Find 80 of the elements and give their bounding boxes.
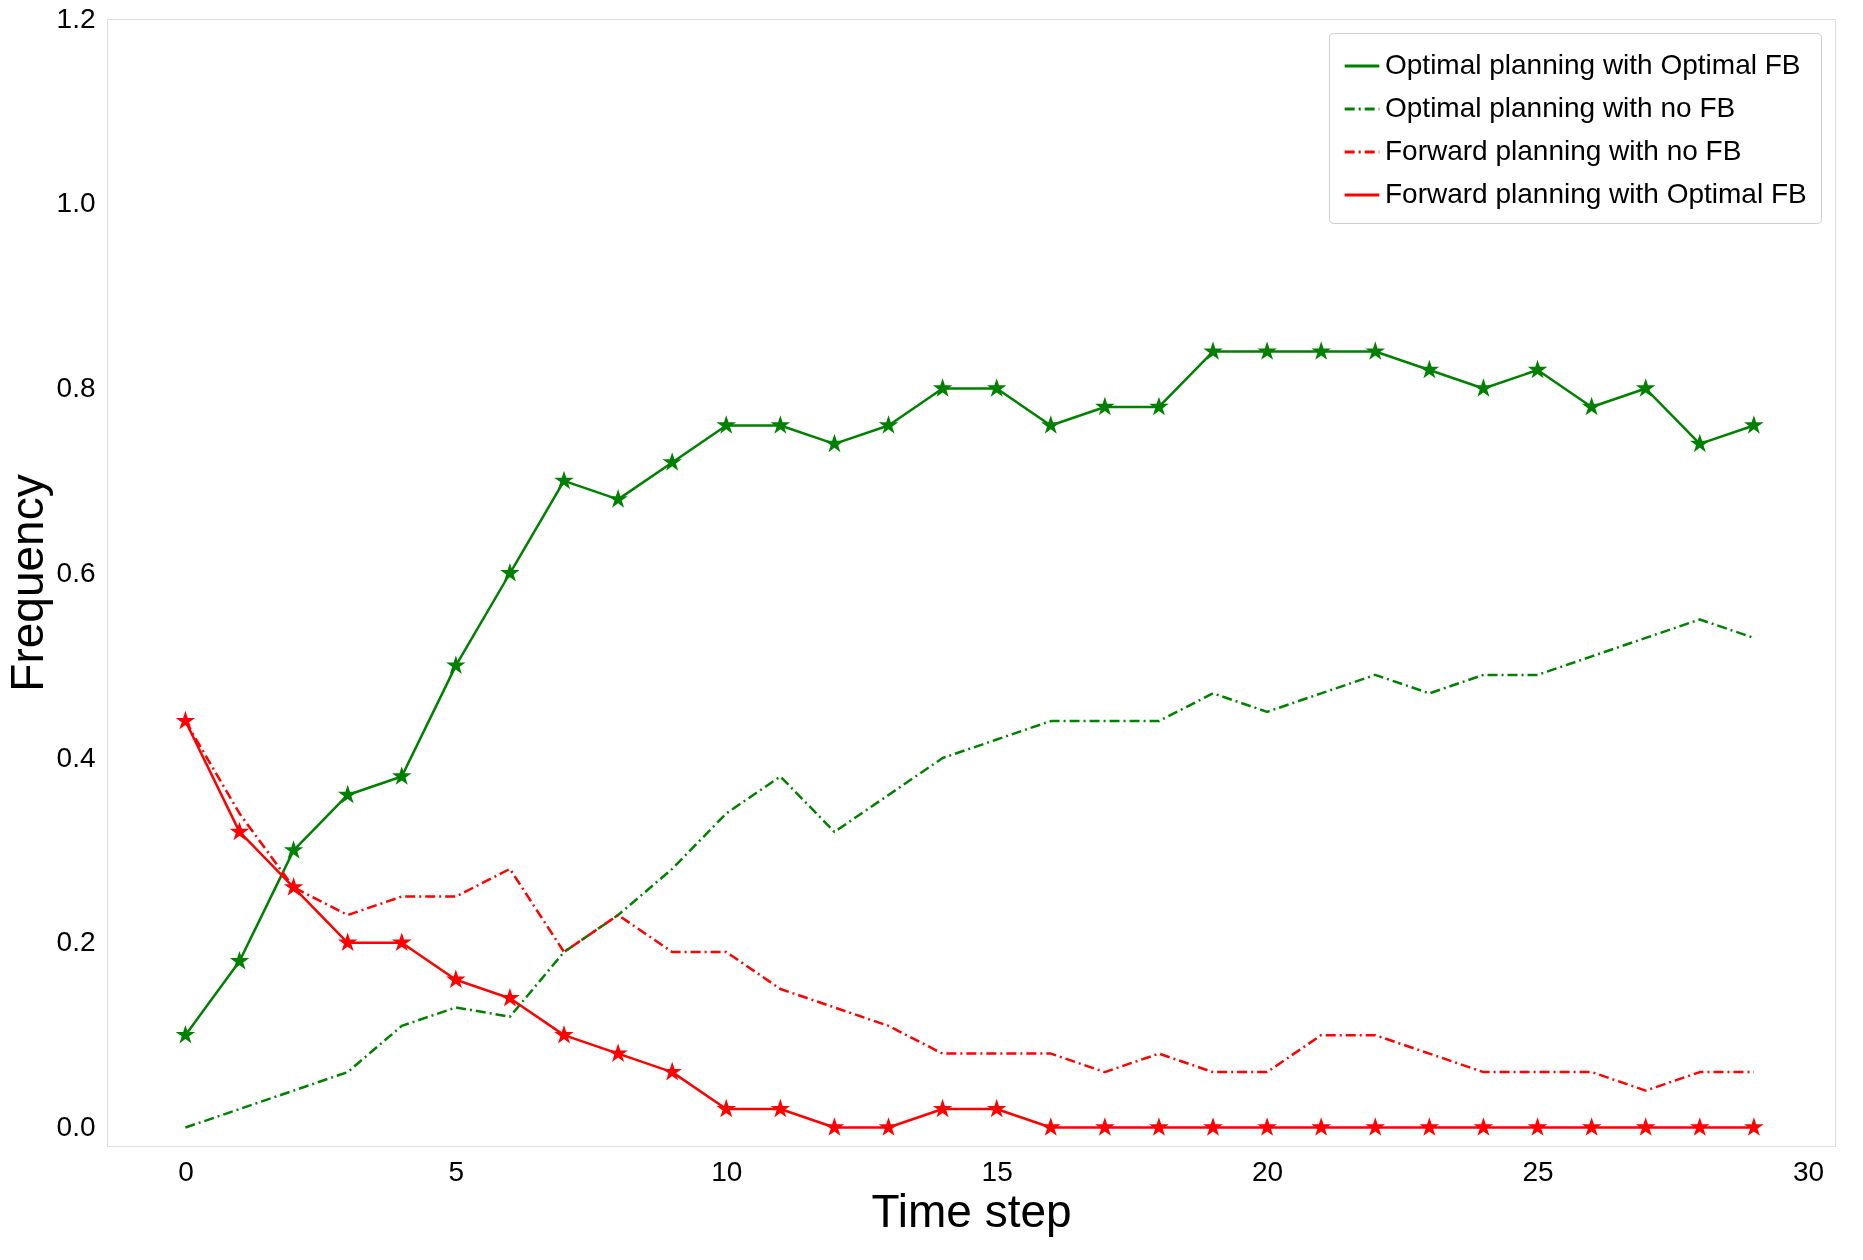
point	[932, 378, 953, 397]
point	[1690, 433, 1710, 453]
x-tick-label: 15	[981, 1155, 1013, 1187]
legend-label: Forward planning with Optimal FB	[1385, 178, 1807, 209]
point	[878, 415, 899, 434]
point	[337, 932, 358, 952]
point	[446, 655, 466, 674]
x-tick-label: 10	[711, 1155, 743, 1187]
point	[608, 489, 628, 508]
point	[1149, 1117, 1169, 1136]
point	[878, 1117, 899, 1136]
point	[392, 932, 412, 952]
x-tick-label: 30	[1792, 1155, 1825, 1187]
point	[1311, 341, 1331, 360]
y-tick-label: 0.4	[56, 741, 96, 773]
point	[1257, 341, 1277, 360]
x-tick-label: 5	[448, 1155, 465, 1187]
point	[283, 840, 304, 859]
point	[500, 987, 520, 1007]
point	[986, 378, 1007, 397]
point	[500, 563, 520, 582]
point	[1149, 396, 1169, 416]
y-tick-label: 0.8	[56, 372, 96, 404]
x-tick-label: 20	[1252, 1155, 1284, 1187]
point	[824, 433, 845, 453]
y-tick-label: 0.2	[56, 926, 96, 958]
point	[716, 1098, 737, 1118]
point	[175, 710, 196, 730]
point	[446, 969, 466, 989]
x-tick-label: 25	[1522, 1155, 1554, 1187]
point	[824, 1117, 845, 1136]
y-tick-label: 1.0	[56, 187, 96, 219]
point	[662, 1061, 682, 1081]
point	[1690, 1117, 1710, 1136]
point	[1744, 415, 1764, 434]
point	[1095, 396, 1115, 416]
point	[1473, 1117, 1494, 1136]
point	[1203, 1117, 1223, 1136]
x-axis-title: Time step	[871, 1184, 1072, 1237]
point	[1635, 1117, 1656, 1136]
point	[1419, 1117, 1440, 1136]
point	[337, 784, 358, 804]
point	[1581, 1117, 1602, 1136]
y-tick-label: 0.6	[56, 556, 96, 588]
point	[1744, 1117, 1764, 1136]
point	[1041, 1117, 1061, 1136]
point	[392, 766, 412, 785]
point	[770, 1098, 791, 1118]
point	[1473, 378, 1494, 397]
y-axis-title: Frequency	[0, 474, 53, 692]
point	[1365, 1117, 1386, 1136]
point	[1365, 341, 1386, 360]
point	[770, 415, 791, 434]
legend-label: Optimal planning with no FB	[1385, 92, 1736, 123]
point	[1257, 1117, 1277, 1136]
point	[1311, 1117, 1331, 1136]
point	[1419, 359, 1440, 379]
point	[932, 1098, 953, 1118]
legend-label: Forward planning with no FB	[1385, 135, 1742, 166]
point	[554, 1024, 574, 1044]
y-tick-label: 0.0	[56, 1111, 96, 1143]
point	[283, 877, 304, 896]
point	[554, 470, 574, 490]
point	[229, 821, 250, 841]
point	[986, 1098, 1007, 1118]
point	[1203, 341, 1223, 360]
point	[1581, 396, 1602, 416]
point	[1635, 378, 1656, 397]
point	[229, 951, 250, 970]
point	[716, 415, 737, 434]
point	[1527, 1117, 1548, 1136]
point	[608, 1043, 628, 1062]
x-tick-label: 0	[178, 1155, 194, 1187]
point	[662, 452, 682, 471]
legend-label: Optimal planning with Optimal FB	[1385, 49, 1801, 80]
y-tick-label: 1.2	[56, 2, 96, 34]
point	[175, 1024, 196, 1044]
point	[1527, 359, 1548, 379]
point	[1095, 1117, 1115, 1136]
point	[1041, 415, 1061, 434]
